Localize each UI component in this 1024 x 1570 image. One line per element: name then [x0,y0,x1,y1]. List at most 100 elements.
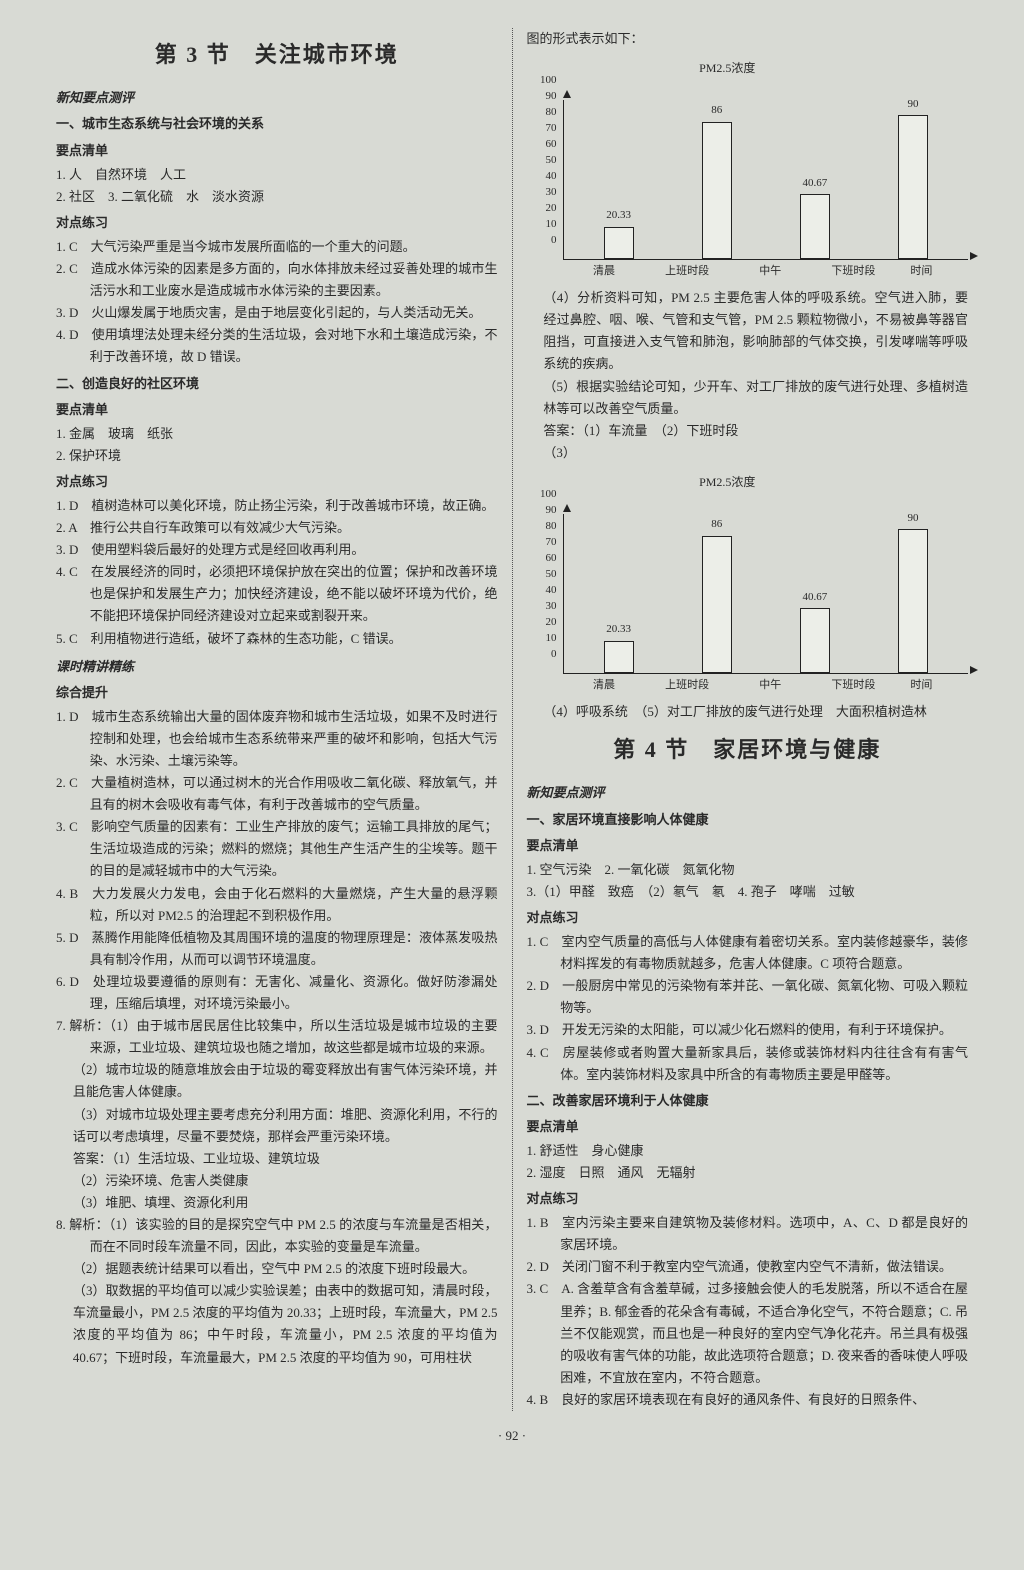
bar: 86 [695,515,739,673]
heading-zonghe: 综合提升 [56,682,498,704]
bar-rect [604,227,634,260]
bar-value-label: 86 [711,515,722,534]
bar: 40.67 [793,174,837,260]
page: 第 3 节 关注城市环境 新知要点测评 一、城市生态系统与社会环境的关系 要点清… [56,28,968,1411]
text: 3.（1）甲醛 致癌 （2）氡气 氡 4. 孢子 哮喘 过敏 [527,881,969,903]
bar-value-label: 40.67 [802,174,827,193]
bar-rect [800,194,830,259]
x-label: 下班时段 [827,262,879,281]
right-column: 图的形式表示如下： PM2.5浓度 0102030405060708090100… [513,28,969,1411]
page-number: · 92 · [56,1425,968,1447]
x-label: 中午 [744,262,796,281]
x-axis-tail-label: 时间 [910,262,946,281]
heading-duidian-1: 对点练习 [56,212,498,234]
heading-duidian-2: 对点练习 [56,471,498,493]
text: 2. 社区 3. 二氧化硫 水 淡水资源 [56,186,498,208]
chart-body: 0102030405060708090100 20.33 86 40.67 90 [527,80,969,260]
chart-title: PM2.5浓度 [527,58,969,78]
heading-xinzhi-2: 新知要点测评 [527,782,969,804]
x-label: 上班时段 [661,262,713,281]
text: 3. C A. 含羞草含有含羞草碱，过多接触会使人的毛发脱落，所以不适合在屋里养… [527,1278,969,1388]
heading-yaodian-4: 要点清单 [527,1116,969,1138]
text: 1. D 城市生态系统输出大量的固体废弃物和城市生活垃圾，如果不及时进行控制和处… [56,706,498,772]
text: 2. D 关闭门窗不利于教室内空气流通，使教室内空气不清新，做法错误。 [527,1256,969,1278]
chart-plot: 20.338640.6790 [563,514,969,674]
heading-duidian-3: 对点练习 [527,907,969,929]
bar-rect [604,641,634,674]
text: 8. 解析：（1）该实验的目的是探究空气中 PM 2.5 的浓度与车流量是否相关… [56,1214,498,1258]
text: 答案：（1）车流量 （2）下班时段 [527,420,969,442]
bar-rect [800,608,830,673]
text: 1. C 大气污染严重是当今城市发展所面临的一个重大的问题。 [56,236,498,258]
heading-yaodian-2: 要点清单 [56,399,498,421]
text: （2）据题表统计结果可以看出，空气中 PM 2.5 的浓度下班时段最大。 [56,1258,498,1280]
x-axis-labels: 清晨 上班时段 中午 下班时段 时间 [527,262,969,281]
text: 答案：（1）生活垃圾、工业垃圾、建筑垃圾 [56,1148,498,1170]
text: 6. D 处理垃圾要遵循的原则有：无害化、减量化、资源化。做好防渗漏处理，压缩后… [56,971,498,1015]
x-label: 清晨 [578,262,630,281]
text: 2. C 造成水体污染的因素是多方面的，向水体排放未经过妥善处理的城市生活污水和… [56,258,498,302]
text: （4）分析资料可知，PM 2.5 主要危害人体的呼吸系统。空气进入肺，要经过鼻腔… [527,287,969,375]
pm25-chart-1: PM2.5浓度 0102030405060708090100 20.33 86 40… [527,58,969,281]
x-label: 下班时段 [827,676,879,695]
bar: 86 [695,101,739,259]
heading-duidian-4: 对点练习 [527,1188,969,1210]
text: 2. D 一般厨房中常见的污染物有苯并芘、一氧化碳、氮氧化物、可吸入颗粒物等。 [527,975,969,1019]
x-label: 清晨 [578,676,630,695]
bar: 20.33 [597,206,641,259]
bar-value-label: 90 [907,509,918,528]
bar-value-label: 40.67 [802,588,827,607]
text: （3）对城市垃圾处理主要考虑充分利用方面：堆肥、资源化利用，不行的话可以考虑填埋… [56,1104,498,1148]
bar-rect [702,536,732,674]
text: 4. C 房屋装修或者购置大量新家具后，装修或装饰材料内往往含有有害气体。室内装… [527,1042,969,1086]
text: 3. D 火山爆发属于地质灾害，是由于地层变化引起的，与人类活动无关。 [56,302,498,324]
x-axis-tail-label: 时间 [910,676,946,695]
x-label: 中午 [744,676,796,695]
text: 3. C 影响空气质量的因素有：工业生产排放的废气；运输工具排放的尾气；生活垃圾… [56,816,498,882]
x-axis-labels: 清晨 上班时段 中午 下班时段 时间 [527,676,969,695]
text: （2）城市垃圾的随意堆放会由于垃圾的霉变释放出有害气体污染环境，并且能危害人体健… [56,1059,498,1103]
bar: 20.33 [597,620,641,673]
chart-body: 0102030405060708090100 20.33 86 40.67 90 [527,494,969,674]
y-axis: 0102030405060708090100 [527,494,561,654]
y-axis: 0102030405060708090100 [527,80,561,240]
bar-rect [898,115,928,259]
x-label: 上班时段 [661,676,713,695]
heading-yi-2: 一、家居环境直接影响人体健康 [527,809,969,831]
bar: 90 [891,95,935,260]
text: 图的形式表示如下： [527,28,969,50]
bar-value-label: 90 [907,95,918,114]
section-4-title: 第 4 节 家居环境与健康 [527,731,969,768]
text: 1. 人 自然环境 人工 [56,164,498,186]
text: 4. B 大力发展火力发电，会由于化石燃料的大量燃烧，产生大量的悬浮颗粒，所以对… [56,883,498,927]
section-3-title: 第 3 节 关注城市环境 [56,36,498,73]
text: 2. 湿度 日照 通风 无辐射 [527,1162,969,1184]
text: 5. C 利用植物进行造纸，破坏了森林的生态功能，C 错误。 [56,628,498,650]
text: 3. D 使用塑料袋后最好的处理方式是经回收再利用。 [56,539,498,561]
text: （3） [527,442,969,464]
bar-rect [702,122,732,260]
text: 4. C 在发展经济的同时，必须把环境保护放在突出的位置；保护和改善环境也是保护… [56,561,498,627]
text: 4. D 使用填埋法处理未经分类的生活垃圾，会对地下水和土壤造成污染，不利于改善… [56,324,498,368]
text: 5. D 蒸腾作用能降低植物及其周围环境的温度的物理原理是：液体蒸发吸热具有制冷… [56,927,498,971]
chart-title: PM2.5浓度 [527,472,969,492]
text: 3. D 开发无污染的太阳能，可以减少化石燃料的使用，有利于环境保护。 [527,1019,969,1041]
text: 4. B 良好的家居环境表现在有良好的通风条件、有良好的日照条件、 [527,1389,969,1411]
chart-plot: 20.338640.6790 [563,100,969,260]
heading-yaodian-1: 要点清单 [56,140,498,162]
text: 2. C 大量植树造林，可以通过树木的光合作用吸收二氧化碳、释放氧气，并且有的树… [56,772,498,816]
text: 1. C 室内空气质量的高低与人体健康有着密切关系。室内装修越豪华，装修材料挥发… [527,931,969,975]
text: 1. 空气污染 2. 一氧化碳 氮氧化物 [527,859,969,881]
bar-value-label: 20.33 [606,620,631,639]
bar-value-label: 20.33 [606,206,631,225]
text: （2）污染环境、危害人类健康 [56,1170,498,1192]
heading-xinzhi: 新知要点测评 [56,87,498,109]
text: 1. B 室内污染主要来自建筑物及装修材料。选项中，A、C、D 都是良好的家居环… [527,1212,969,1256]
bar-value-label: 86 [711,101,722,120]
text: 1. 金属 玻璃 纸张 [56,423,498,445]
text: 7. 解析：（1）由于城市居民居住比较集中，所以生活垃圾是城市垃圾的主要来源，工… [56,1015,498,1059]
pm25-chart-2: PM2.5浓度 0102030405060708090100 20.33 86 40… [527,472,969,695]
text: （5）根据实验结论可知，少开车、对工厂排放的废气进行处理、多植树造林等可以改善空… [527,376,969,420]
bar: 40.67 [793,588,837,674]
text: 2. 保护环境 [56,445,498,467]
